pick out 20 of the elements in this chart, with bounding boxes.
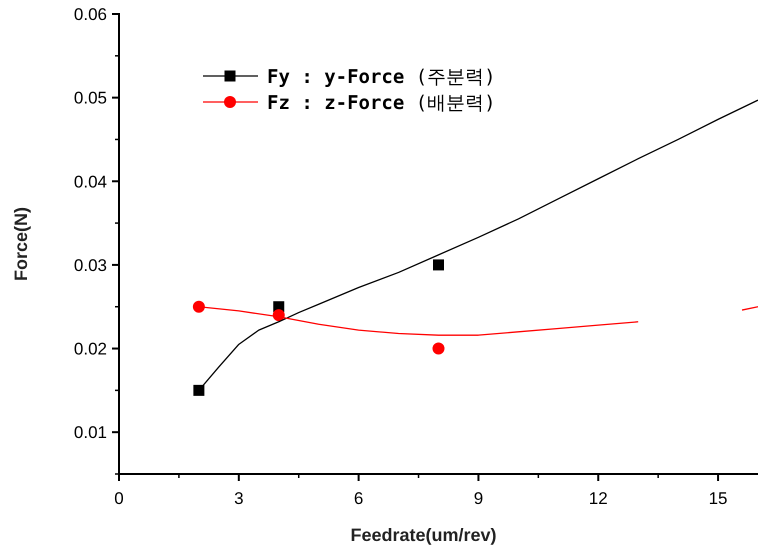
point (432, 342, 444, 355)
x-tick-label: 3 (234, 489, 244, 508)
x-tick-label: 12 (588, 489, 608, 508)
x-tick-label: 6 (354, 489, 364, 508)
x-tick-label: 0 (114, 489, 124, 508)
x-axis-title: Feedrate(um/rev) (350, 525, 497, 545)
legend-label: Fy : y-Force (주분력) (267, 66, 496, 88)
y-tick-label: 0.04 (74, 172, 107, 192)
y-tick-label: 0.06 (74, 5, 107, 24)
legend-label: Fz : z-Force (배분력) (267, 92, 496, 114)
x-tick-label: 15 (708, 489, 728, 508)
y-tick-label: 0.01 (74, 423, 107, 442)
point (193, 384, 204, 396)
x-tick-label: 9 (474, 489, 484, 508)
y-tick-label: 0.03 (74, 256, 107, 275)
y-axis-title: Force(N) (11, 206, 31, 282)
point (433, 259, 444, 270)
y-tick-label: 0.02 (74, 340, 107, 359)
y-tick-label: 0.05 (74, 88, 107, 108)
point (192, 300, 205, 313)
